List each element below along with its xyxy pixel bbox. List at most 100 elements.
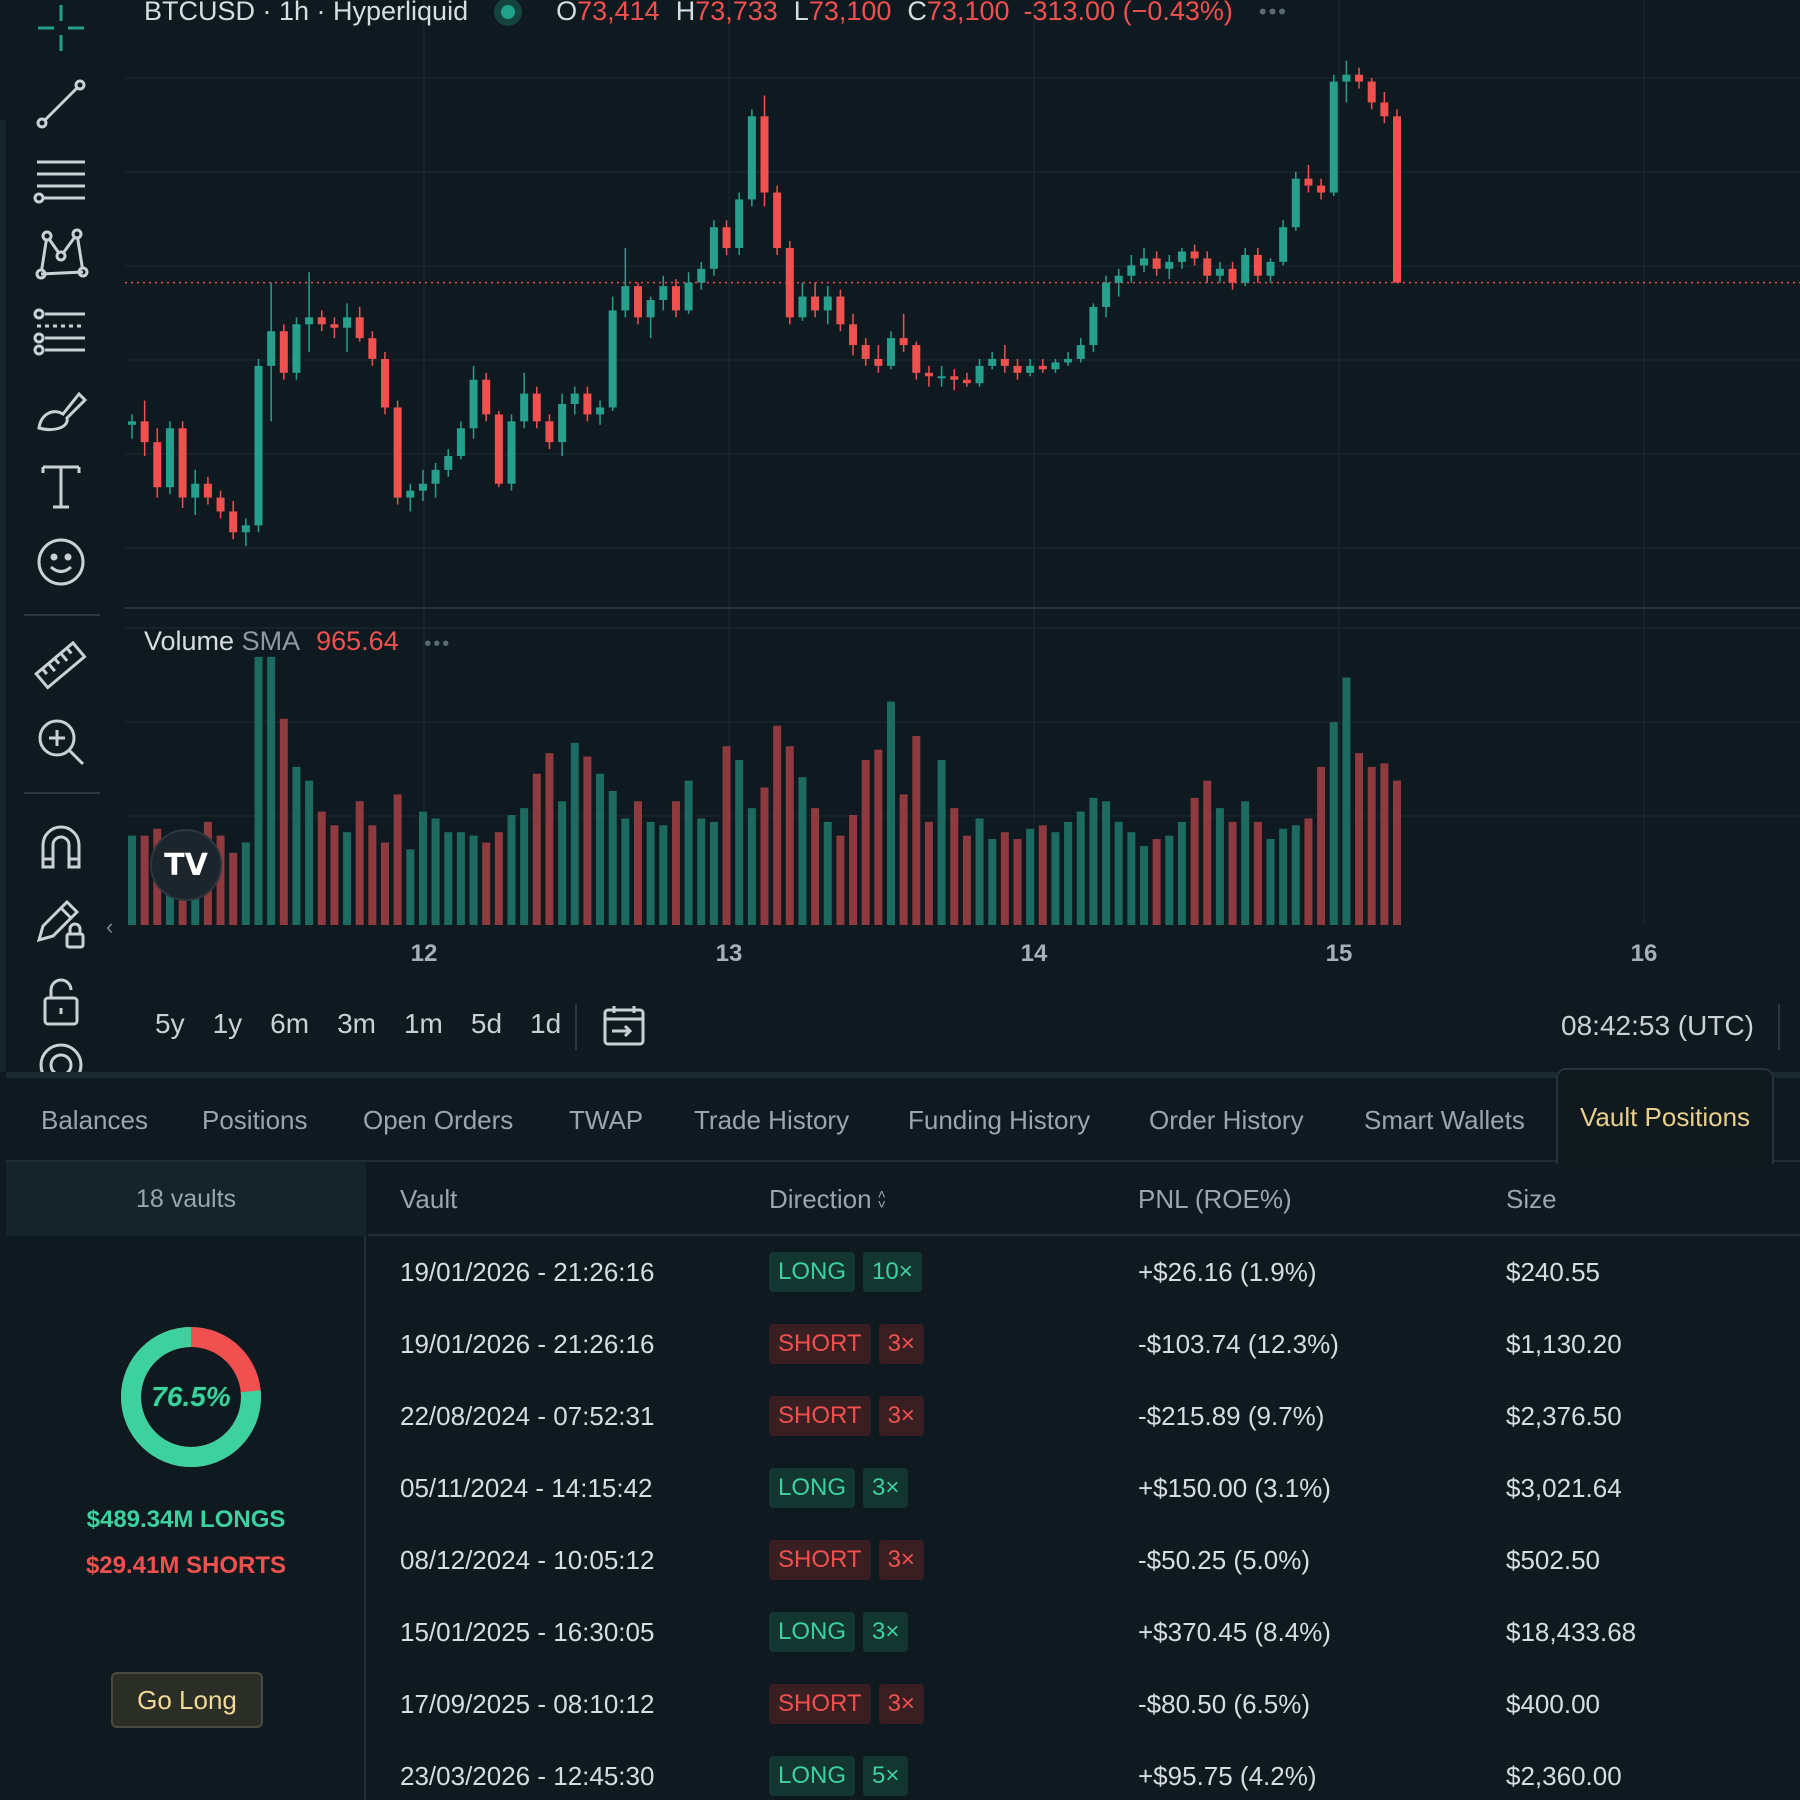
vault-cell[interactable]: 19/01/2026 - 21:26:16	[400, 1328, 655, 1359]
volume-bar	[608, 790, 617, 925]
sort-icon[interactable]: ˄ ˅	[877, 1186, 886, 1212]
zoom-in-icon[interactable]	[24, 710, 98, 774]
fib-retracement-icon[interactable]	[24, 300, 98, 364]
panel-divider[interactable]	[6, 1072, 1800, 1078]
candle	[1013, 365, 1022, 373]
direction-cell: LONG 10×	[769, 1236, 930, 1308]
calendar-goto-icon[interactable]	[602, 1004, 646, 1048]
header-size[interactable]: Size	[1506, 1183, 1557, 1214]
text-tool-icon[interactable]	[24, 454, 98, 518]
candle	[874, 358, 883, 366]
tab-order-history[interactable]: Order History	[1149, 1104, 1304, 1135]
vault-cell[interactable]: 15/01/2025 - 16:30:05	[400, 1616, 655, 1647]
direction-cell: SHORT 3×	[769, 1524, 932, 1596]
table-row[interactable]: 23/03/2026 - 12:45:30 LONG 5× +$95.75 (4.2%…	[368, 1740, 1800, 1800]
candle	[1165, 261, 1174, 269]
candle	[140, 421, 149, 443]
magnet-icon[interactable]	[24, 816, 98, 880]
size-cell: $240.55	[1506, 1256, 1600, 1287]
table-row[interactable]: 15/01/2025 - 16:30:05 LONG 3× +$370.45 (8.4…	[368, 1596, 1800, 1668]
candle	[1203, 258, 1212, 276]
range-5d-button[interactable]: 5d	[470, 1008, 503, 1039]
tab-balances[interactable]: Balances	[41, 1104, 148, 1135]
ruler-icon[interactable]	[24, 634, 98, 698]
volume-bar	[558, 801, 567, 925]
candle	[1076, 345, 1085, 359]
range-1y-button[interactable]: 1y	[212, 1008, 243, 1039]
vault-cell[interactable]: 17/09/2025 - 08:10:12	[400, 1688, 655, 1719]
tradingview-logo-icon[interactable]: TV	[150, 829, 222, 901]
lock-drawing-icon[interactable]	[24, 892, 98, 956]
candle	[431, 469, 440, 484]
volume-bar	[279, 718, 288, 925]
tab-open-orders[interactable]: Open Orders	[363, 1104, 514, 1135]
volume-bar	[798, 777, 807, 925]
symbol-label[interactable]: BTCUSD · 1h · Hyperliquid	[144, 0, 469, 26]
header-vault[interactable]: Vault	[400, 1183, 458, 1214]
tab-funding-history[interactable]: Funding History	[908, 1104, 1091, 1135]
eye-icon[interactable]	[24, 1040, 98, 1072]
volume-bar	[393, 794, 402, 925]
unlock-icon[interactable]	[24, 970, 98, 1034]
table-row[interactable]: 22/08/2024 - 07:52:31 SHORT 3× -$215.89 (9.…	[368, 1380, 1800, 1452]
x-tick: 13	[715, 940, 743, 967]
volume-bar	[1266, 839, 1275, 925]
size-cell: $18,433.68	[1506, 1616, 1637, 1647]
pattern-icon[interactable]	[24, 222, 98, 286]
vault-cell[interactable]: 23/03/2026 - 12:45:30	[400, 1760, 655, 1791]
table-row[interactable]: 17/09/2025 - 08:10:12 SHORT 3× -$80.50 (6.5…	[368, 1668, 1800, 1740]
crosshair-icon[interactable]	[24, 0, 98, 60]
tab-positions[interactable]: Positions	[202, 1104, 308, 1135]
vault-cell[interactable]: 08/12/2024 - 10:05:12	[400, 1544, 655, 1575]
table-row[interactable]: 19/01/2026 - 21:26:16 LONG 10× +$26.16 (1.9…	[368, 1236, 1800, 1308]
collapse-toolbar-icon[interactable]: ‹	[106, 914, 114, 939]
candle	[962, 379, 971, 384]
volume-bar	[646, 821, 655, 925]
candle	[545, 421, 554, 443]
donut-longs-segment	[121, 1327, 261, 1467]
tab-trade-history[interactable]: Trade History	[694, 1104, 850, 1135]
horizontal-lines-icon[interactable]	[24, 148, 98, 212]
range-1m-button[interactable]: 1m	[403, 1008, 443, 1039]
range-3m-button[interactable]: 3m	[337, 1008, 376, 1039]
candle	[406, 490, 415, 498]
range-6m-button[interactable]: 6m	[270, 1008, 310, 1039]
tab-smart-wallets[interactable]: Smart Wallets	[1364, 1104, 1525, 1135]
close-label: C	[907, 0, 927, 26]
low-label: L	[793, 0, 809, 26]
header-direction[interactable]: Direction ˄ ˅	[769, 1162, 886, 1236]
go-long-button[interactable]: Go Long	[111, 1672, 263, 1728]
volume-bar	[596, 773, 605, 925]
tab-twap[interactable]: TWAP	[569, 1104, 644, 1135]
emoji-icon[interactable]	[24, 530, 98, 594]
legend-more-icon[interactable]: •••	[1258, 0, 1289, 24]
candle	[760, 116, 769, 193]
brush-icon[interactable]	[24, 378, 98, 442]
tab-vault-positions[interactable]: Vault Positions	[1556, 1068, 1775, 1164]
vault-cell[interactable]: 19/01/2026 - 21:26:16	[400, 1256, 655, 1287]
range-1d-button[interactable]: 1d	[530, 1008, 562, 1039]
header-pnl[interactable]: PNL (ROE%)	[1138, 1183, 1292, 1214]
candlestick-chart[interactable]	[110, 0, 1800, 1000]
table-row[interactable]: 05/11/2024 - 14:15:42 LONG 3× +$150.00 (3.1…	[368, 1452, 1800, 1524]
size-cell: $502.50	[1506, 1544, 1600, 1575]
table-row[interactable]: 08/12/2024 - 10:05:12 SHORT 3× -$50.25 (5.0…	[368, 1524, 1800, 1596]
price-chart[interactable]	[110, 0, 1800, 1072]
trend-line-icon[interactable]	[24, 72, 98, 136]
volume-more-icon[interactable]: •••	[424, 633, 452, 655]
volume-bar	[1228, 821, 1237, 925]
range-5y-button[interactable]: 5y	[155, 1008, 185, 1039]
table-row[interactable]: 19/01/2026 - 21:26:16 SHORT 3× -$103.74 (12…	[368, 1308, 1800, 1380]
table-header: Vault Direction ˄ ˅ PNL (ROE%) Size	[368, 1162, 1800, 1236]
candle	[912, 345, 921, 373]
vault-cell[interactable]: 05/11/2024 - 14:15:42	[400, 1472, 653, 1503]
shorts-total: $29.41M SHORTS	[85, 1552, 287, 1579]
chart-legend: BTCUSD · 1h · Hyperliquid O 73,414 H 73,73…	[144, 0, 1288, 27]
vault-cell[interactable]: 22/08/2024 - 07:52:31	[400, 1400, 655, 1431]
candle	[950, 376, 959, 380]
volume-bar	[697, 818, 706, 925]
volume-bar	[988, 839, 997, 925]
utc-clock[interactable]: 08:42:53 (UTC)	[1561, 1010, 1754, 1041]
volume-bar	[330, 825, 339, 925]
candle	[823, 296, 832, 311]
